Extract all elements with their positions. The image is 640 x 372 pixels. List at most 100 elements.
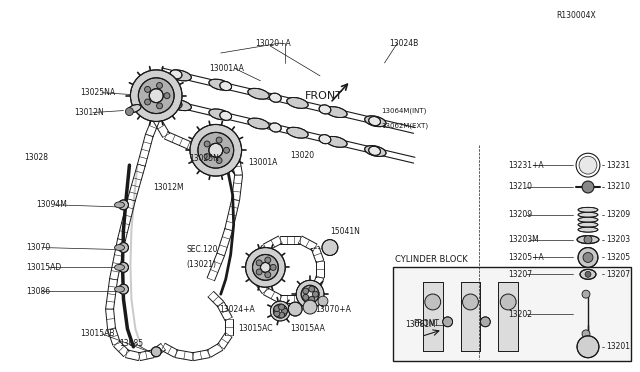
Circle shape — [306, 290, 314, 298]
Circle shape — [278, 312, 285, 318]
Circle shape — [578, 247, 598, 267]
Text: 13064M(INT): 13064M(INT) — [381, 107, 427, 114]
Ellipse shape — [128, 105, 141, 113]
Ellipse shape — [319, 135, 331, 144]
Text: (13021): (13021) — [186, 260, 216, 269]
Ellipse shape — [578, 217, 598, 222]
Circle shape — [312, 291, 319, 297]
Text: 13020: 13020 — [290, 151, 314, 160]
Circle shape — [145, 86, 150, 92]
Circle shape — [198, 132, 234, 168]
Circle shape — [296, 280, 324, 308]
Text: 13201: 13201 — [606, 342, 630, 351]
Circle shape — [209, 143, 223, 157]
Ellipse shape — [248, 88, 269, 99]
Circle shape — [577, 336, 599, 358]
Text: 13205: 13205 — [606, 253, 630, 262]
Ellipse shape — [248, 118, 269, 129]
Text: 13015AA: 13015AA — [290, 324, 325, 333]
Text: 13202: 13202 — [509, 310, 532, 318]
Ellipse shape — [115, 202, 124, 208]
Text: 13094M: 13094M — [36, 201, 67, 209]
Ellipse shape — [578, 212, 598, 217]
Circle shape — [500, 294, 516, 310]
Ellipse shape — [115, 244, 124, 250]
Text: 13001AA: 13001AA — [209, 64, 244, 73]
Ellipse shape — [577, 235, 599, 244]
Ellipse shape — [115, 286, 124, 292]
Circle shape — [118, 262, 129, 272]
Circle shape — [265, 272, 271, 278]
Ellipse shape — [580, 269, 596, 279]
Bar — [393, 267, 631, 361]
Text: 13012N: 13012N — [74, 108, 104, 117]
Circle shape — [579, 156, 597, 174]
Ellipse shape — [326, 137, 347, 147]
Circle shape — [582, 330, 590, 338]
Ellipse shape — [287, 127, 308, 138]
Text: 13070: 13070 — [26, 243, 51, 252]
Text: 13015AD: 13015AD — [26, 263, 61, 272]
Circle shape — [274, 306, 280, 312]
Ellipse shape — [326, 107, 347, 118]
Text: 13015AC: 13015AC — [239, 324, 273, 333]
Circle shape — [118, 284, 129, 294]
Text: 13209: 13209 — [606, 210, 630, 219]
Circle shape — [277, 308, 284, 314]
Text: 13001A: 13001A — [248, 158, 278, 167]
Ellipse shape — [287, 97, 308, 108]
Ellipse shape — [578, 222, 598, 227]
Ellipse shape — [209, 79, 230, 90]
Text: 13205+A: 13205+A — [509, 253, 545, 262]
Circle shape — [463, 294, 479, 310]
Text: 13025N: 13025N — [189, 154, 219, 163]
Circle shape — [204, 154, 210, 160]
Circle shape — [131, 70, 182, 122]
Circle shape — [270, 301, 290, 321]
Circle shape — [164, 93, 170, 99]
Circle shape — [288, 302, 302, 316]
Circle shape — [303, 300, 317, 314]
Ellipse shape — [269, 123, 281, 132]
Circle shape — [582, 181, 594, 193]
Ellipse shape — [578, 227, 598, 232]
Circle shape — [138, 78, 174, 113]
Ellipse shape — [170, 100, 191, 110]
Circle shape — [282, 308, 287, 314]
Circle shape — [260, 262, 270, 272]
Text: 13086: 13086 — [26, 287, 51, 296]
Circle shape — [322, 240, 338, 256]
Circle shape — [204, 141, 210, 147]
Text: 13024+A: 13024+A — [219, 305, 255, 314]
Ellipse shape — [220, 81, 232, 91]
Circle shape — [425, 294, 441, 310]
Circle shape — [256, 260, 262, 266]
Circle shape — [278, 304, 285, 310]
Bar — [499, 282, 518, 352]
Text: SEC.120: SEC.120 — [186, 245, 218, 254]
Ellipse shape — [369, 116, 380, 126]
Bar — [461, 282, 481, 352]
Circle shape — [151, 347, 161, 357]
Circle shape — [125, 108, 133, 116]
Ellipse shape — [170, 70, 182, 79]
Text: 13210: 13210 — [606, 183, 630, 192]
Text: 13028: 13028 — [24, 153, 48, 162]
Circle shape — [216, 157, 222, 163]
Circle shape — [273, 304, 287, 318]
Text: 13085: 13085 — [120, 339, 143, 348]
Circle shape — [216, 137, 222, 143]
Text: 13070+A: 13070+A — [315, 305, 351, 314]
Circle shape — [157, 103, 163, 109]
Text: 13015AB: 13015AB — [80, 329, 115, 339]
Ellipse shape — [115, 264, 124, 270]
Text: CYLINDER BLOCK: CYLINDER BLOCK — [395, 255, 468, 264]
Circle shape — [443, 317, 452, 327]
Circle shape — [190, 125, 241, 176]
Circle shape — [585, 271, 591, 277]
Ellipse shape — [578, 207, 598, 212]
Ellipse shape — [170, 70, 191, 81]
Circle shape — [303, 294, 308, 300]
Circle shape — [157, 83, 163, 89]
Text: 13231+A: 13231+A — [509, 161, 544, 170]
